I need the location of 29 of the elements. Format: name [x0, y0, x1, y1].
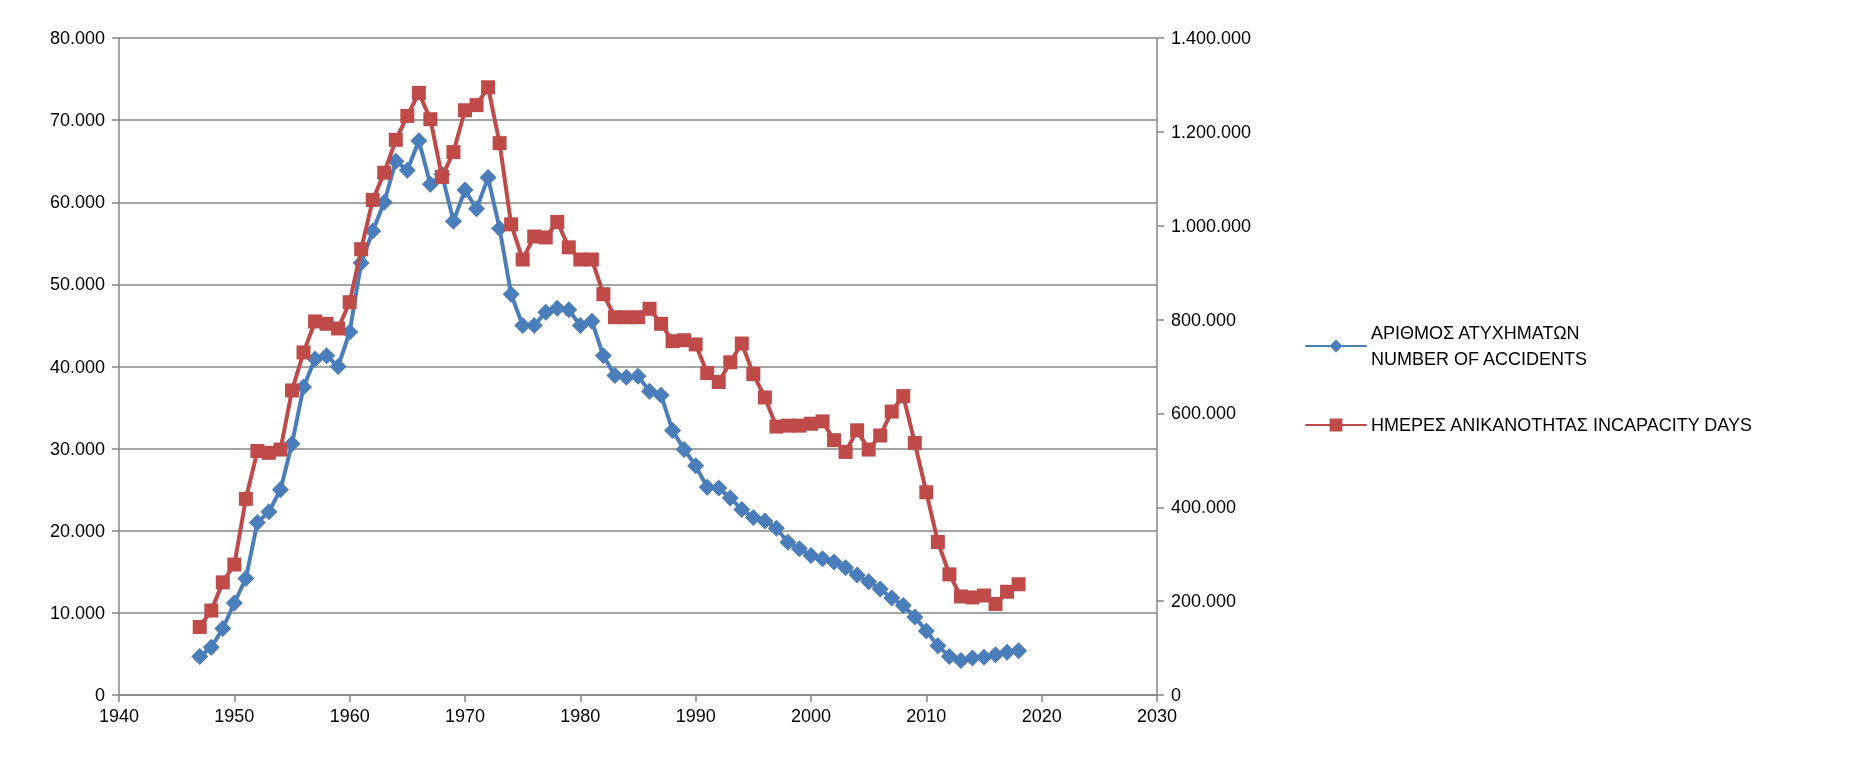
y-tick-label: 40.000	[49, 356, 105, 377]
x-tick-label: 1980	[560, 706, 601, 726]
y2-tick-label: 0	[1171, 685, 1182, 705]
y2-tick-label: 800.000	[1171, 309, 1237, 330]
x-tick-label: 1950	[214, 706, 255, 726]
legend-label: ΗΜΕΡΕΣ ΑΝΙΚΑΝΟΤΗΤΑΣ INCAPACITY DAYS	[1371, 415, 1752, 435]
x-tick-label: 1990	[675, 706, 716, 726]
y2-tick-label: 400.000	[1171, 497, 1237, 518]
y-tick-label: 80.000	[49, 28, 105, 48]
y-tick-label: 30.000	[49, 438, 105, 459]
x-tick-label: 2000	[790, 706, 832, 726]
x-tick-label: 2010	[906, 706, 947, 726]
y-tick-label: 0	[94, 685, 105, 705]
y2-tick-label: 1.200.000	[1171, 121, 1252, 142]
x-tick-label: 2020	[1021, 706, 1062, 726]
y-tick-label: 70.000	[49, 110, 105, 131]
y-tick-label: 50.000	[49, 274, 105, 295]
x-tick-label: 1940	[98, 706, 140, 726]
y-tick-label: 60.000	[49, 192, 105, 213]
y2-tick-label: 200.000	[1171, 591, 1237, 612]
legend-label: ΑΡΙΘΜΟΣ ΑΤΥΧΗΜΑΤΩΝ NUMBER OF ACCIDENTS	[1371, 323, 1588, 369]
x-tick-label: 1960	[329, 706, 370, 726]
y2-tick-label: 1.400.000	[1171, 28, 1252, 48]
x-tick-label: 1970	[444, 706, 486, 726]
y-tick-label: 10.000	[49, 602, 105, 623]
x-tick-label: 2030	[1136, 706, 1178, 726]
y2-tick-label: 1.000.000	[1171, 215, 1252, 236]
y2-tick-label: 600.000	[1171, 403, 1237, 424]
y-tick-label: 20.000	[49, 520, 105, 541]
